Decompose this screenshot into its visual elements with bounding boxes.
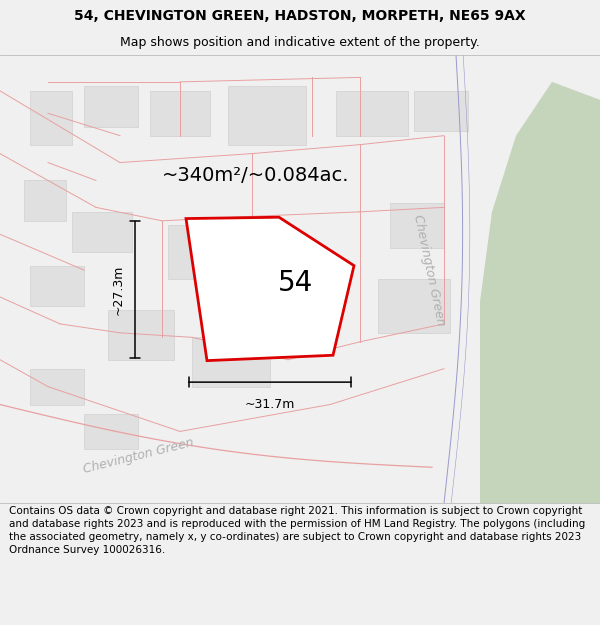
Bar	[336, 91, 408, 136]
Text: Map shows position and indicative extent of the property.: Map shows position and indicative extent…	[120, 36, 480, 49]
Bar	[414, 91, 468, 131]
Bar	[108, 311, 174, 360]
Bar	[228, 86, 306, 144]
Bar	[150, 91, 210, 136]
Text: Chevington Green: Chevington Green	[411, 213, 447, 327]
Bar	[30, 91, 72, 144]
Bar	[192, 338, 270, 387]
Text: Contains OS data © Crown copyright and database right 2021. This information is : Contains OS data © Crown copyright and d…	[9, 506, 585, 555]
Text: ~340m²/~0.084ac.: ~340m²/~0.084ac.	[162, 166, 349, 186]
Bar	[72, 212, 132, 252]
Bar	[30, 266, 84, 306]
Bar	[84, 86, 138, 127]
Text: 54, CHEVINGTON GREEN, HADSTON, MORPETH, NE65 9AX: 54, CHEVINGTON GREEN, HADSTON, MORPETH, …	[74, 9, 526, 24]
Text: ~27.3m: ~27.3m	[111, 264, 124, 315]
Text: ~31.7m: ~31.7m	[245, 398, 295, 411]
Bar	[378, 279, 450, 333]
Bar	[84, 414, 138, 449]
Bar	[168, 225, 246, 279]
Polygon shape	[480, 82, 600, 503]
Polygon shape	[186, 217, 354, 361]
Bar	[24, 181, 66, 221]
Bar	[30, 369, 84, 404]
Text: 54: 54	[278, 269, 313, 298]
Text: Chevington Green: Chevington Green	[82, 436, 194, 476]
Bar	[390, 203, 444, 248]
